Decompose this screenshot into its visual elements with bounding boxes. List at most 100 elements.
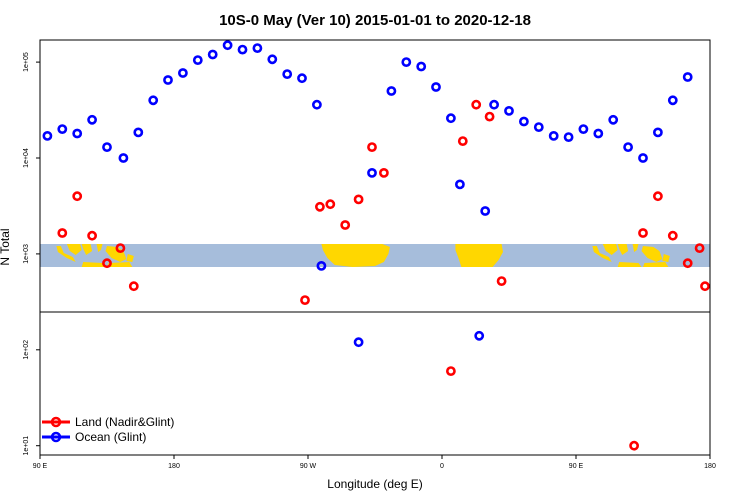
x-axis-title: Longitude (deg E) xyxy=(327,477,422,491)
y-tick-label: 1e+03 xyxy=(23,244,30,264)
map-land-shape xyxy=(632,244,639,252)
map-land-shape xyxy=(96,244,103,252)
ocean-point xyxy=(563,132,574,142)
legend-ocean-marker xyxy=(50,431,62,443)
map-land-shape xyxy=(81,262,106,267)
ocean-point xyxy=(386,86,397,96)
map-land-shape xyxy=(321,244,390,267)
x-tick-label: 180 xyxy=(168,463,180,470)
ocean-point xyxy=(667,95,678,106)
map-strip xyxy=(40,244,710,267)
ocean-point xyxy=(578,124,589,135)
ocean-point xyxy=(533,122,544,132)
ocean-point xyxy=(401,57,412,67)
ocean-point xyxy=(519,116,529,127)
ocean-point xyxy=(593,128,604,139)
ocean-point xyxy=(177,68,188,78)
land-point xyxy=(353,194,364,205)
ocean-point xyxy=(480,206,491,216)
land-point xyxy=(667,230,678,241)
land-point xyxy=(629,440,639,451)
land-point xyxy=(484,111,495,122)
land-point xyxy=(457,136,468,146)
y-axis-title: N Total xyxy=(0,228,12,265)
ocean-point xyxy=(316,260,327,271)
map-land-shape xyxy=(81,244,93,255)
land-point xyxy=(496,276,507,286)
land-point xyxy=(445,366,456,376)
land-point xyxy=(378,167,389,178)
ocean-point xyxy=(87,114,97,125)
land-point xyxy=(367,142,377,152)
map-land-shape xyxy=(105,246,127,262)
ocean-point xyxy=(102,142,112,152)
land-point xyxy=(340,220,351,230)
y-tick-label: 1e+05 xyxy=(23,52,30,72)
land-point xyxy=(682,258,693,269)
x-tick-label: 90 E xyxy=(33,463,48,470)
ocean-point xyxy=(653,127,663,138)
map-land-shape xyxy=(107,262,133,267)
ocean-point xyxy=(311,99,322,110)
land-point xyxy=(87,230,97,241)
land-point xyxy=(653,191,663,202)
legend-ocean-label: Ocean (Glint) xyxy=(75,430,146,444)
land-point xyxy=(115,243,126,253)
y-tick-label: 1e+02 xyxy=(23,340,30,360)
ocean-point xyxy=(297,73,307,84)
land-point xyxy=(102,258,112,269)
map-land-shape xyxy=(455,244,503,267)
land-point xyxy=(57,228,68,238)
land-point xyxy=(694,243,705,253)
ocean-point xyxy=(42,130,53,141)
chart-title: 10S-0 May (Ver 10) 2015-01-01 to 2020-12… xyxy=(219,12,531,29)
ocean-point xyxy=(367,167,377,178)
map-land-shape xyxy=(617,262,642,267)
y-tick-label: 1e+04 xyxy=(23,148,30,168)
map-land-shape xyxy=(126,254,134,262)
map-land-shape xyxy=(643,262,669,267)
axis-ticks: 90 E 180 90 W 0 90 E 180 1e+01 1e+02 1e+03 1e+04 1… xyxy=(23,52,716,470)
x-tick-label: 90 E xyxy=(569,463,584,470)
ocean-point xyxy=(682,72,693,82)
land-point xyxy=(471,99,482,110)
ocean-point xyxy=(192,55,203,65)
land-point xyxy=(314,201,325,212)
ocean-point xyxy=(445,113,456,124)
land-point xyxy=(72,191,83,202)
land-point xyxy=(700,281,710,292)
land-point xyxy=(638,228,648,238)
ocean-point xyxy=(623,142,633,152)
ocean-point xyxy=(608,114,619,125)
land-point xyxy=(325,199,336,210)
ocean-point xyxy=(489,99,499,110)
land-point xyxy=(128,281,139,292)
ocean-point xyxy=(118,153,129,163)
map-land-shape xyxy=(56,246,76,262)
ocean-point xyxy=(57,124,68,135)
x-tick-label: 0 xyxy=(440,463,444,470)
y-tick-label: 1e+01 xyxy=(23,436,30,456)
ocean-point xyxy=(454,179,465,190)
ocean-point xyxy=(474,330,485,341)
map-land-shape xyxy=(602,244,618,255)
lower-panel-frame xyxy=(39,311,711,456)
ocean-point xyxy=(222,40,233,51)
map-land-shape xyxy=(641,246,663,262)
ocean-point xyxy=(237,44,248,55)
ocean-point xyxy=(207,49,218,60)
x-tick-label: 180 xyxy=(704,463,716,470)
ocean-point xyxy=(416,61,427,72)
ocean-point xyxy=(504,106,514,116)
ocean-point xyxy=(252,43,263,53)
land-point xyxy=(300,295,310,305)
legend: Land (Nadir&Glint) Ocean (Glint) xyxy=(42,415,174,444)
map-land-shape xyxy=(617,244,629,255)
ocean-point xyxy=(72,128,83,139)
ocean-point xyxy=(282,69,293,79)
x-tick-label: 90 W xyxy=(300,463,317,470)
ocean-point xyxy=(163,75,173,85)
map-land-shape xyxy=(662,254,670,262)
ocean-point xyxy=(548,130,559,141)
